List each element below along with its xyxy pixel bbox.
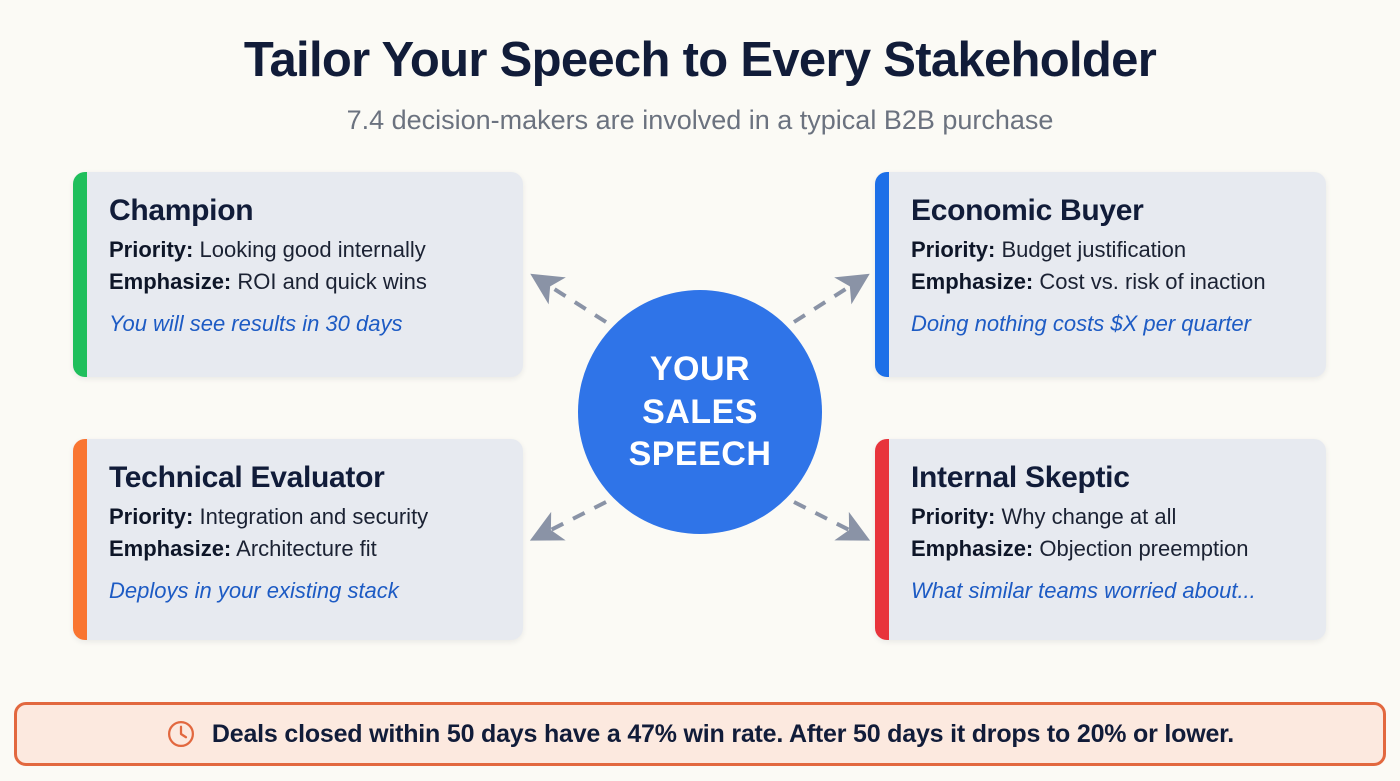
center-line-2: SALES bbox=[642, 392, 758, 431]
accent-bar bbox=[73, 439, 87, 640]
stakeholder-card-internal-skeptic[interactable]: Internal Skeptic Priority: Why change at… bbox=[875, 439, 1326, 640]
emphasize-label: Emphasize: bbox=[109, 269, 232, 295]
priority-value: Integration and security bbox=[199, 503, 429, 529]
card-title: Champion bbox=[109, 194, 254, 227]
card-body: Economic Buyer Priority: Budget justific… bbox=[889, 172, 1326, 377]
card-body: Champion Priority: Looking good internal… bbox=[87, 172, 523, 377]
card-title: Internal Skeptic bbox=[911, 461, 1130, 494]
card-priority-line: Priority: Integration and security bbox=[109, 501, 503, 534]
priority-value: Why change at all bbox=[1001, 503, 1177, 529]
stakeholder-card-economic-buyer[interactable]: Economic Buyer Priority: Budget justific… bbox=[875, 172, 1326, 377]
footer-stat-banner: Deals closed within 50 days have a 47% w… bbox=[14, 702, 1386, 766]
card-quote: Doing nothing costs $X per quarter bbox=[911, 310, 1251, 336]
arrow-to-technical-evaluator bbox=[529, 500, 607, 541]
stakeholder-card-technical-evaluator[interactable]: Technical Evaluator Priority: Integratio… bbox=[73, 439, 523, 640]
emphasize-value: Objection preemption bbox=[1039, 536, 1249, 562]
emphasize-value: Architecture fit bbox=[236, 536, 377, 562]
card-quote: What similar teams worried about... bbox=[911, 577, 1256, 603]
center-node-sales-speech[interactable]: YOUR SALES SPEECH bbox=[578, 290, 822, 534]
banner-text: Deals closed within 50 days have a 47% w… bbox=[211, 719, 1235, 748]
card-quote: You will see results in 30 days bbox=[109, 310, 403, 336]
arrow-to-internal-skeptic bbox=[793, 500, 871, 541]
card-priority-line: Priority: Why change at all bbox=[911, 501, 1306, 534]
priority-value: Budget justification bbox=[1001, 236, 1187, 262]
card-priority-line: Priority: Budget justification bbox=[911, 234, 1306, 267]
page-title: Tailor Your Speech to Every Stakeholder bbox=[243, 33, 1157, 87]
priority-value: Looking good internally bbox=[199, 236, 426, 262]
arrow-to-economic-buyer bbox=[792, 273, 870, 324]
card-emphasize-line: Emphasize: Architecture fit bbox=[109, 533, 503, 566]
priority-label: Priority: bbox=[911, 503, 996, 529]
emphasize-label: Emphasize: bbox=[911, 536, 1034, 562]
emphasize-label: Emphasize: bbox=[911, 269, 1034, 295]
center-line-3: SPEECH bbox=[628, 435, 772, 474]
page-subtitle: 7.4 decision-makers are involved in a ty… bbox=[346, 105, 1054, 135]
emphasize-value: ROI and quick wins bbox=[237, 269, 427, 295]
accent-bar bbox=[875, 172, 889, 377]
arrow-to-champion bbox=[530, 273, 608, 324]
center-line-1: YOUR bbox=[649, 349, 751, 388]
card-priority-line: Priority: Looking good internally bbox=[109, 234, 503, 267]
card-body: Internal Skeptic Priority: Why change at… bbox=[889, 439, 1326, 640]
card-body: Technical Evaluator Priority: Integratio… bbox=[87, 439, 523, 640]
clock-icon bbox=[167, 721, 194, 747]
card-title: Economic Buyer bbox=[911, 194, 1144, 227]
card-emphasize-line: Emphasize: ROI and quick wins bbox=[109, 266, 503, 299]
accent-bar bbox=[73, 172, 87, 377]
card-emphasize-line: Emphasize: Objection preemption bbox=[911, 533, 1306, 566]
card-quote: Deploys in your existing stack bbox=[109, 577, 399, 603]
priority-label: Priority: bbox=[109, 236, 194, 262]
card-title: Technical Evaluator bbox=[109, 461, 385, 494]
stakeholder-card-champion[interactable]: Champion Priority: Looking good internal… bbox=[73, 172, 523, 377]
emphasize-value: Cost vs. risk of inaction bbox=[1039, 269, 1266, 295]
card-emphasize-line: Emphasize: Cost vs. risk of inaction bbox=[911, 266, 1306, 299]
emphasize-label: Emphasize: bbox=[109, 536, 232, 562]
accent-bar bbox=[875, 439, 889, 640]
priority-label: Priority: bbox=[911, 236, 996, 262]
priority-label: Priority: bbox=[109, 503, 194, 529]
